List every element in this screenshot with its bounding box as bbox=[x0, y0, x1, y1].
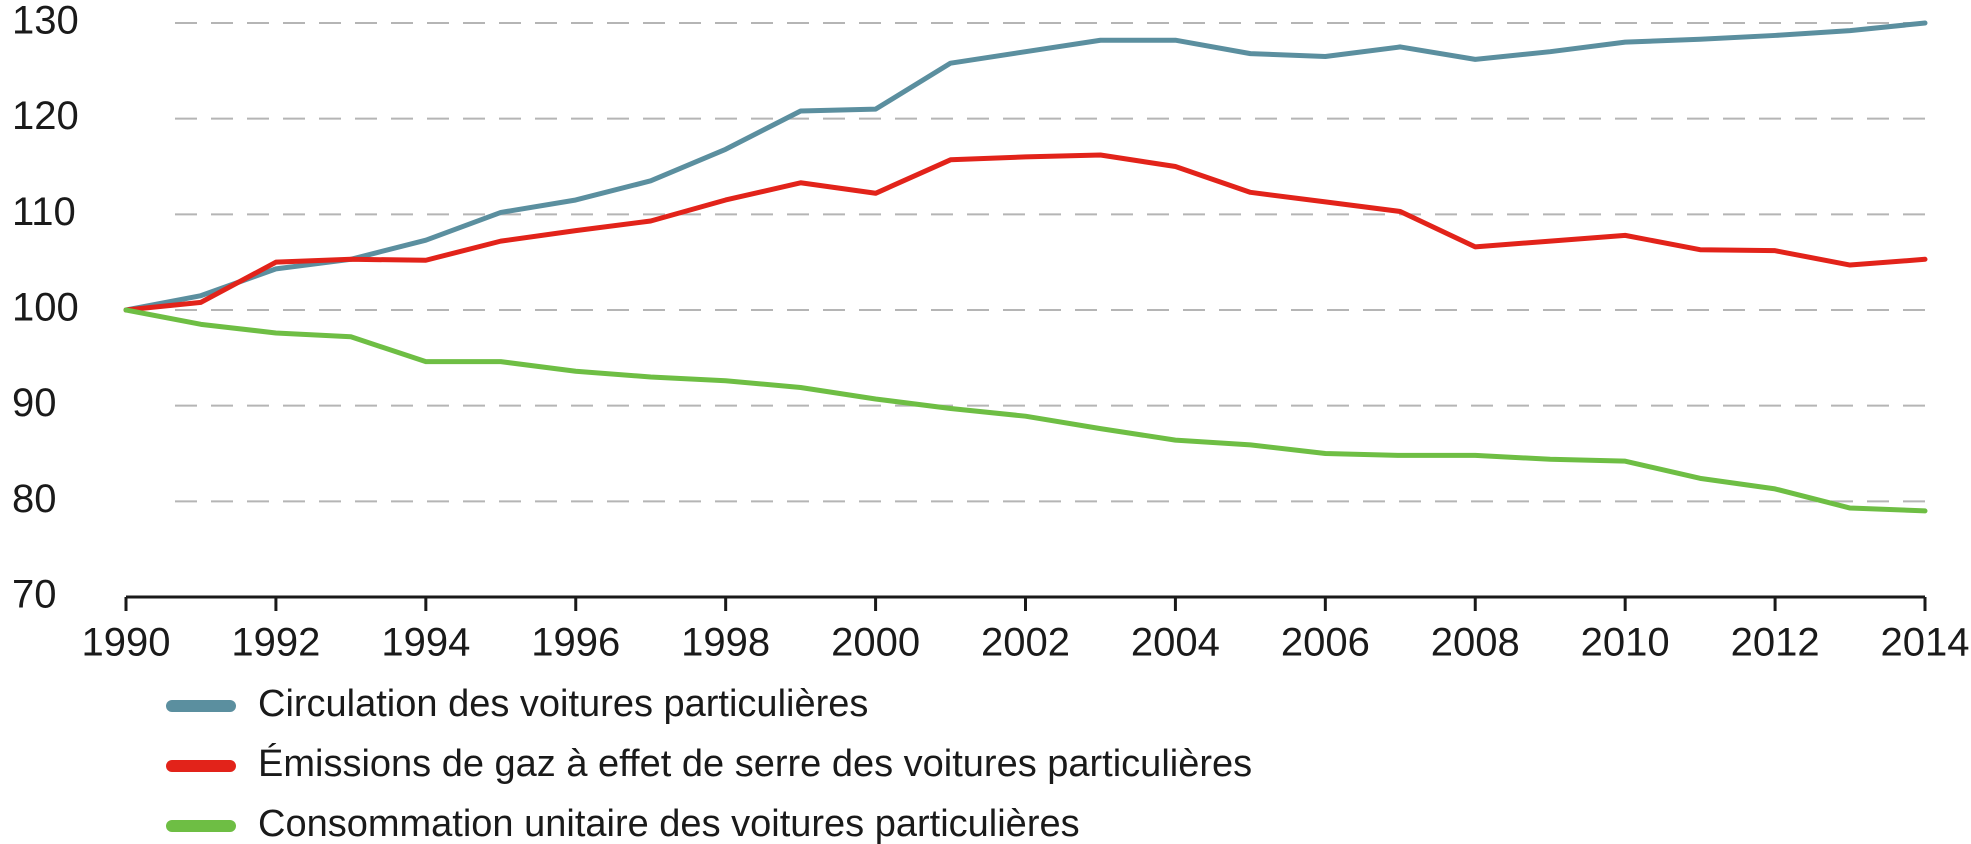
x-tick-label: 1994 bbox=[381, 621, 470, 665]
series-line bbox=[123, 152, 1928, 313]
x-tick-label: 1990 bbox=[82, 621, 171, 665]
x-tick-label: 2004 bbox=[1131, 621, 1220, 665]
x-tick-label: 2008 bbox=[1431, 621, 1520, 665]
x-tick-label: 2010 bbox=[1581, 621, 1670, 665]
x-tick-label: 1992 bbox=[231, 621, 320, 665]
y-tick-label: 90 bbox=[12, 381, 57, 425]
y-tick-label: 100 bbox=[12, 286, 79, 330]
legend-label: Consommation unitaire des voitures parti… bbox=[258, 803, 1080, 844]
series-line bbox=[123, 20, 1928, 313]
legend-label: Émissions de gaz à effet de serre des vo… bbox=[258, 742, 1252, 785]
y-tick-label: 120 bbox=[12, 94, 79, 138]
y-tick-label: 70 bbox=[12, 573, 57, 617]
legend-label: Circulation des voitures particulières bbox=[258, 683, 868, 725]
x-tick-label: 2006 bbox=[1281, 621, 1370, 665]
series-line bbox=[123, 307, 1928, 514]
x-tick-label: 2002 bbox=[981, 621, 1070, 665]
x-tick-label: 2000 bbox=[831, 621, 920, 665]
x-tick-label: 2014 bbox=[1881, 621, 1970, 665]
y-tick-label: 130 bbox=[12, 0, 79, 43]
x-tick-label: 1996 bbox=[531, 621, 620, 665]
x-tick-label: 1998 bbox=[681, 621, 770, 665]
y-tick-label: 80 bbox=[12, 477, 57, 521]
y-tick-label: 110 bbox=[12, 190, 76, 234]
x-tick-label: 2012 bbox=[1731, 621, 1820, 665]
